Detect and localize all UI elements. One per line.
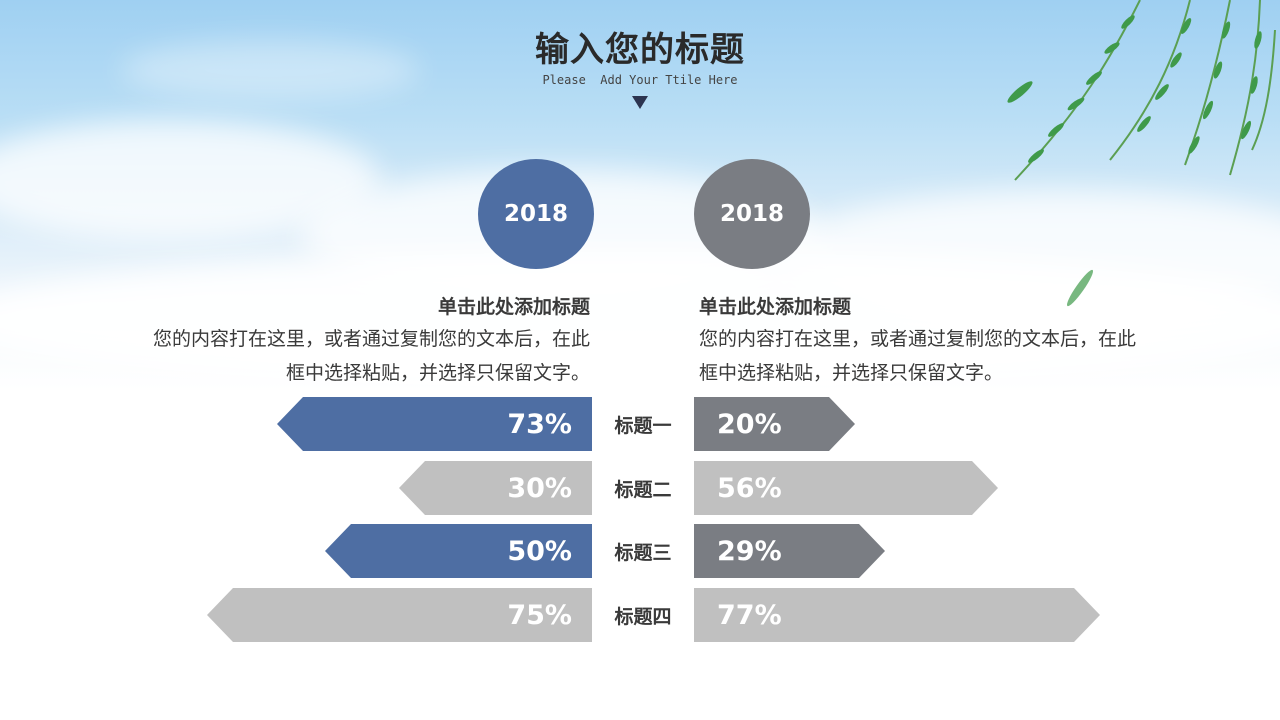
left-value-bar: 73% — [277, 397, 592, 451]
right-value-bar: 56% — [694, 461, 998, 515]
left-value-bar: 75% — [207, 588, 592, 642]
left-heading[interactable]: 单击此处添加标题 — [437, 296, 590, 318]
right-value-bar: 77% — [694, 588, 1100, 642]
left-body[interactable]: 您的内容打在这里，或者通过复制您的文本后，在此 框中选择粘贴，并选择只保留文字。 — [90, 322, 590, 390]
right-heading[interactable]: 单击此处添加标题 — [699, 296, 852, 318]
row-label: 标题三 — [614, 541, 672, 564]
left-value-bar: 50% — [325, 524, 592, 578]
left-value-bar: 30% — [399, 461, 592, 515]
row-label: 标题二 — [614, 478, 672, 501]
left-body-line: 框中选择粘贴，并选择只保留文字。 — [285, 362, 590, 384]
page-title: 输入您的标题 — [535, 30, 745, 70]
cloud — [120, 40, 420, 100]
row-label: 标题一 — [614, 414, 672, 437]
right-value-bar: 29% — [694, 524, 885, 578]
triangle-down-icon — [632, 96, 648, 109]
right-body[interactable]: 您的内容打在这里，或者通过复制您的文本后，在此 框中选择粘贴，并选择只保留文字。 — [699, 322, 1199, 390]
willow-branches-decoration — [1007, 0, 1276, 307]
right-body-line: 框中选择粘贴，并选择只保留文字。 — [699, 362, 1004, 384]
left-body-line: 您的内容打在这里，或者通过复制您的文本后，在此 — [152, 328, 590, 350]
cloud — [0, 250, 1280, 390]
row-label: 标题四 — [614, 605, 672, 628]
right-body-line: 您的内容打在这里，或者通过复制您的文本后，在此 — [699, 328, 1137, 350]
right-value-bar: 20% — [694, 397, 855, 451]
sky-background — [0, 0, 1280, 390]
left-year-circle: 2018 — [478, 159, 594, 269]
page-subtitle: Please Add Your Ttile Here — [542, 73, 738, 87]
right-year-circle: 2018 — [694, 159, 810, 269]
